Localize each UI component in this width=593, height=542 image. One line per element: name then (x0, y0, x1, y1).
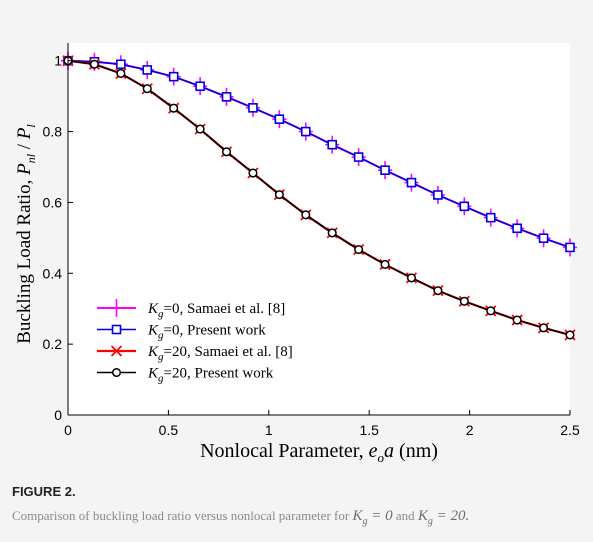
data-point (221, 147, 232, 157)
data-point (406, 177, 417, 188)
legend-marker (109, 299, 124, 317)
data-point (433, 190, 443, 200)
x-tick-label: 1 (265, 422, 273, 438)
legend-entry: Kg=0, Samaei et al. [8] (97, 299, 285, 320)
caption-math-kg0: Kg = 0 (352, 508, 393, 527)
caption-math-kg20-sub: g (427, 516, 433, 527)
caption-math-kg20-rest: = 20. (432, 508, 470, 524)
data-point (274, 114, 285, 124)
data-point (169, 103, 179, 113)
data-point (301, 210, 311, 220)
data-point (380, 165, 390, 175)
data-point (512, 315, 522, 325)
y-tick-label: 0.4 (43, 265, 63, 281)
series-1 (63, 55, 575, 253)
data-point (195, 124, 205, 134)
data-point (248, 168, 258, 178)
caption-math-kg20-base: K (417, 508, 428, 524)
caption-text-before: Comparison of buckling load ratio versus… (12, 508, 353, 523)
figure-label: FIGURE 2. (12, 484, 76, 499)
data-point (142, 65, 153, 75)
y-axis-label: Buckling Load Ratio, Pnl / Pl (14, 124, 38, 344)
data-point (459, 296, 469, 306)
plot-area (68, 43, 570, 415)
caption-math-kg0-rest: = 0 (367, 508, 393, 524)
data-point (195, 81, 205, 92)
legend-marker (110, 345, 123, 357)
y-tick-label: 1 (54, 53, 62, 69)
caption-text-mid: and (392, 508, 418, 523)
data-point (327, 139, 338, 150)
y-tick-label: 0.2 (43, 336, 63, 352)
data-point (300, 126, 311, 137)
legend-marker (111, 367, 122, 378)
figure-caption: Comparison of buckling load ratio versus… (12, 508, 469, 527)
data-point (539, 323, 549, 333)
buckling-chart: 0 0.5 1 1.5 2 2.5 0 0.2 0.4 0.6 0.8 1 Nonlocal Param… (14, 43, 580, 465)
x-tick-label: 0 (64, 422, 72, 438)
data-point (565, 242, 575, 253)
legend-label: Kg=0, Samaei et al. [8] (147, 301, 285, 320)
y-tick-label: 0 (54, 407, 62, 423)
data-point (274, 190, 284, 200)
data-point (248, 103, 258, 113)
data-point (116, 68, 126, 79)
x-axis-label: Nonlocal Parameter, eoa (nm) (200, 440, 438, 465)
data-point (380, 259, 390, 269)
caption-math-kg0-base: K (352, 508, 363, 524)
data-point (168, 71, 179, 82)
legend-entry: Kg=20, Samaei et al. [8] (97, 344, 293, 363)
x-tick-label: 2 (466, 422, 474, 438)
y-tick-label: 0.8 (43, 124, 63, 140)
data-point (512, 223, 522, 234)
x-tick-label: 1.5 (359, 422, 379, 438)
data-point (89, 59, 99, 69)
data-point (353, 152, 364, 162)
x-b (110, 345, 123, 357)
data-point (486, 306, 496, 316)
data-point (485, 212, 496, 223)
legend-label: Kg=0, Present work (147, 323, 266, 342)
legend-label: Kg=20, Present work (147, 366, 274, 385)
legend-label: Kg=20, Samaei et al. [8] (147, 344, 293, 363)
axis-layer: 0 0.5 1 1.5 2 2.5 0 0.2 0.4 0.6 0.8 1 Nonlocal Param… (14, 43, 580, 465)
data-point (433, 286, 443, 296)
series-line (67, 59, 571, 336)
data-point (327, 228, 337, 238)
caption-math-kg0-sub: g (362, 516, 368, 527)
data-point (142, 84, 152, 94)
legend-entry: Kg=0, Present work (97, 323, 266, 342)
x-tick-label: 2.5 (560, 422, 580, 438)
data-point (406, 273, 417, 283)
legend-entry: Kg=20, Present work (97, 366, 274, 385)
series-layer (61, 51, 577, 341)
data-point (565, 330, 575, 340)
data-point (354, 244, 364, 255)
y-tick-label: 0.6 (43, 194, 63, 210)
data-point (459, 201, 470, 212)
legend: Kg=0, Samaei et al. [8] Kg=0, Present wor… (97, 299, 293, 385)
data-point (538, 233, 549, 244)
data-point (116, 59, 126, 70)
caption-math-kg20: Kg = 20. (417, 508, 470, 527)
legend-marker (111, 324, 122, 335)
data-point (221, 92, 232, 102)
x-tick-label: 0.5 (159, 422, 179, 438)
